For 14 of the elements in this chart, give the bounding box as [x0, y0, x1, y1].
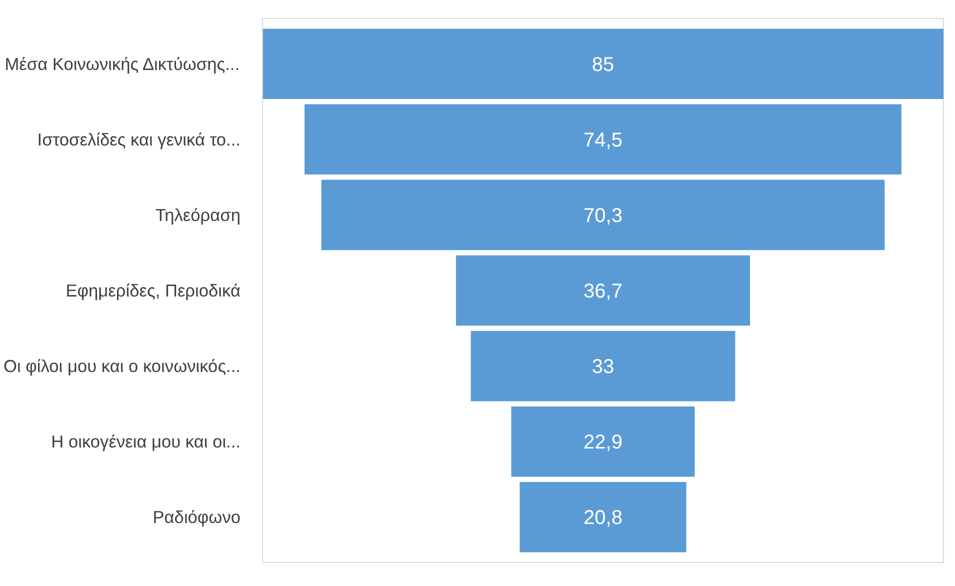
- category-label: Τηλεόραση: [155, 204, 240, 225]
- category-label: Ιστοσελίδες και γενικά το...: [37, 129, 240, 150]
- category-label: Εφημερίδες, Περιοδικά: [66, 280, 241, 300]
- category-label: Ραδιόφωνο: [152, 507, 241, 528]
- data-label: 22,9: [584, 432, 622, 454]
- data-label: 33: [592, 356, 614, 378]
- data-label: 70,3: [584, 204, 622, 227]
- data-label: 74,5: [584, 129, 622, 152]
- category-label: Μέσα Κοινωνικής Δικτύωσης...: [4, 54, 240, 74]
- data-label: 20,8: [584, 507, 622, 530]
- category-label: Οι φίλοι μου και ο κοινωνικός...: [4, 356, 241, 376]
- data-label: 36,7: [584, 280, 622, 302]
- data-label: 85: [592, 54, 614, 76]
- category-label: Η οικογένεια μου και οι...: [51, 432, 241, 452]
